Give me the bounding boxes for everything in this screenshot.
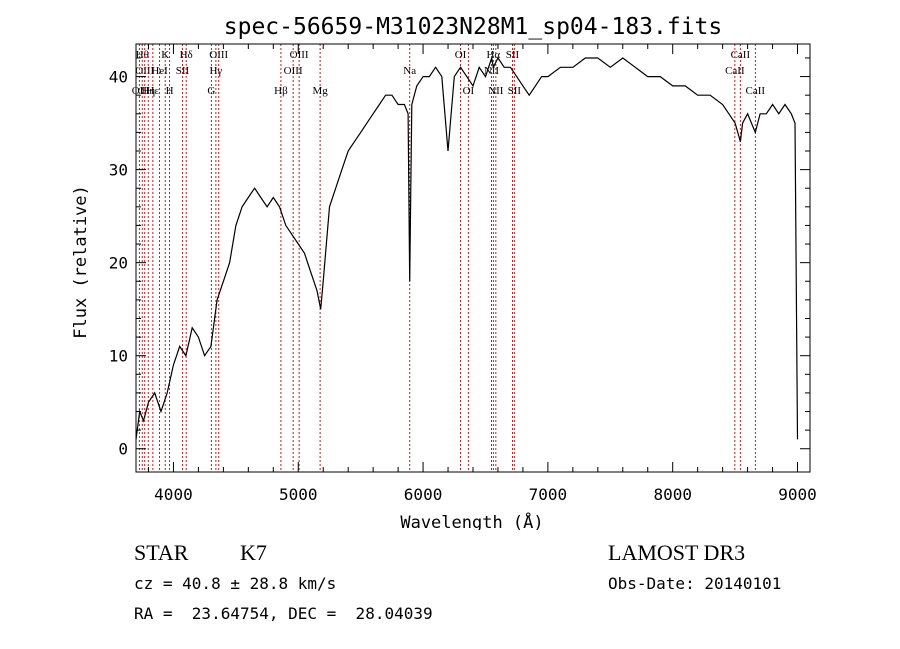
x-axis-label: Wavelength (Å) <box>400 511 543 530</box>
x-tick-label: 4000 <box>154 485 193 504</box>
marker-label: Hγ <box>209 65 222 77</box>
x-tick-label: 9000 <box>778 485 817 504</box>
marker-label: SII <box>506 49 520 61</box>
marker-label: CaII <box>731 49 751 61</box>
marker-label: Hβ <box>274 85 288 97</box>
x-tick-label: 6000 <box>404 485 443 504</box>
marker-label: H <box>166 85 174 97</box>
marker-label: OIII <box>284 65 303 77</box>
marker-label: NII <box>488 85 504 97</box>
y-tick-label: 0 <box>118 440 128 459</box>
observation-date: Obs-Date: 20140101 <box>608 574 782 593</box>
coordinates: RA = 23.64754, DEC = 28.04039 <box>134 604 433 623</box>
y-tick-label: 10 <box>109 347 128 366</box>
x-tick-label: 8000 <box>653 485 692 504</box>
y-axis-label: Flux (relative) <box>71 185 91 339</box>
y-tick-label: 20 <box>109 254 128 273</box>
marker-label: OIII <box>290 49 309 61</box>
marker-label: Na <box>403 65 416 77</box>
marker-label: SII <box>508 85 522 97</box>
marker-label: K <box>161 49 169 61</box>
marker-label: Hδ <box>180 49 193 61</box>
spectrum-chart: spec-56659-M31023N28M1_sp04-183.fits OII… <box>71 14 817 530</box>
chart-title: spec-56659-M31023N28M1_sp04-183.fits <box>224 14 723 40</box>
marker-label: SII <box>176 65 190 77</box>
object-subclass: K7 <box>240 540 267 565</box>
redshift-velocity: cz = 40.8 ± 28.8 km/s <box>134 574 337 593</box>
marker-label: Mg <box>312 85 328 97</box>
y-tick-label: 40 <box>109 68 128 87</box>
survey-name: LAMOST DR3 <box>608 540 746 565</box>
marker-label: OIII <box>135 65 154 77</box>
emission-line-markers: OIIHθOIIIHηHεHeIKHSIIHδGHγOIIIHβOIIIOIII… <box>132 44 766 472</box>
marker-label: OIII <box>209 49 228 61</box>
marker-label: CaII <box>725 65 745 77</box>
marker-label: Hθ <box>136 49 149 61</box>
plot-frame <box>135 43 811 473</box>
marker-label: OI <box>463 85 475 97</box>
marker-label: CaII <box>746 85 766 97</box>
marker-label: HeI <box>151 65 168 77</box>
spectrum-line <box>135 56 799 440</box>
marker-label: Hε <box>147 85 160 97</box>
x-tick-label: 7000 <box>529 485 568 504</box>
marker-label: Hα <box>486 49 500 61</box>
x-tick-label: 5000 <box>279 485 318 504</box>
axes: 4000 5000 6000 7000 8000 9000 0 10 20 30 40 <box>109 44 817 504</box>
object-class: STAR <box>134 540 189 565</box>
marker-label: OI <box>455 49 467 61</box>
marker-label: G <box>207 85 215 97</box>
marker-label: Hη <box>141 85 155 97</box>
y-tick-label: 30 <box>109 161 128 180</box>
